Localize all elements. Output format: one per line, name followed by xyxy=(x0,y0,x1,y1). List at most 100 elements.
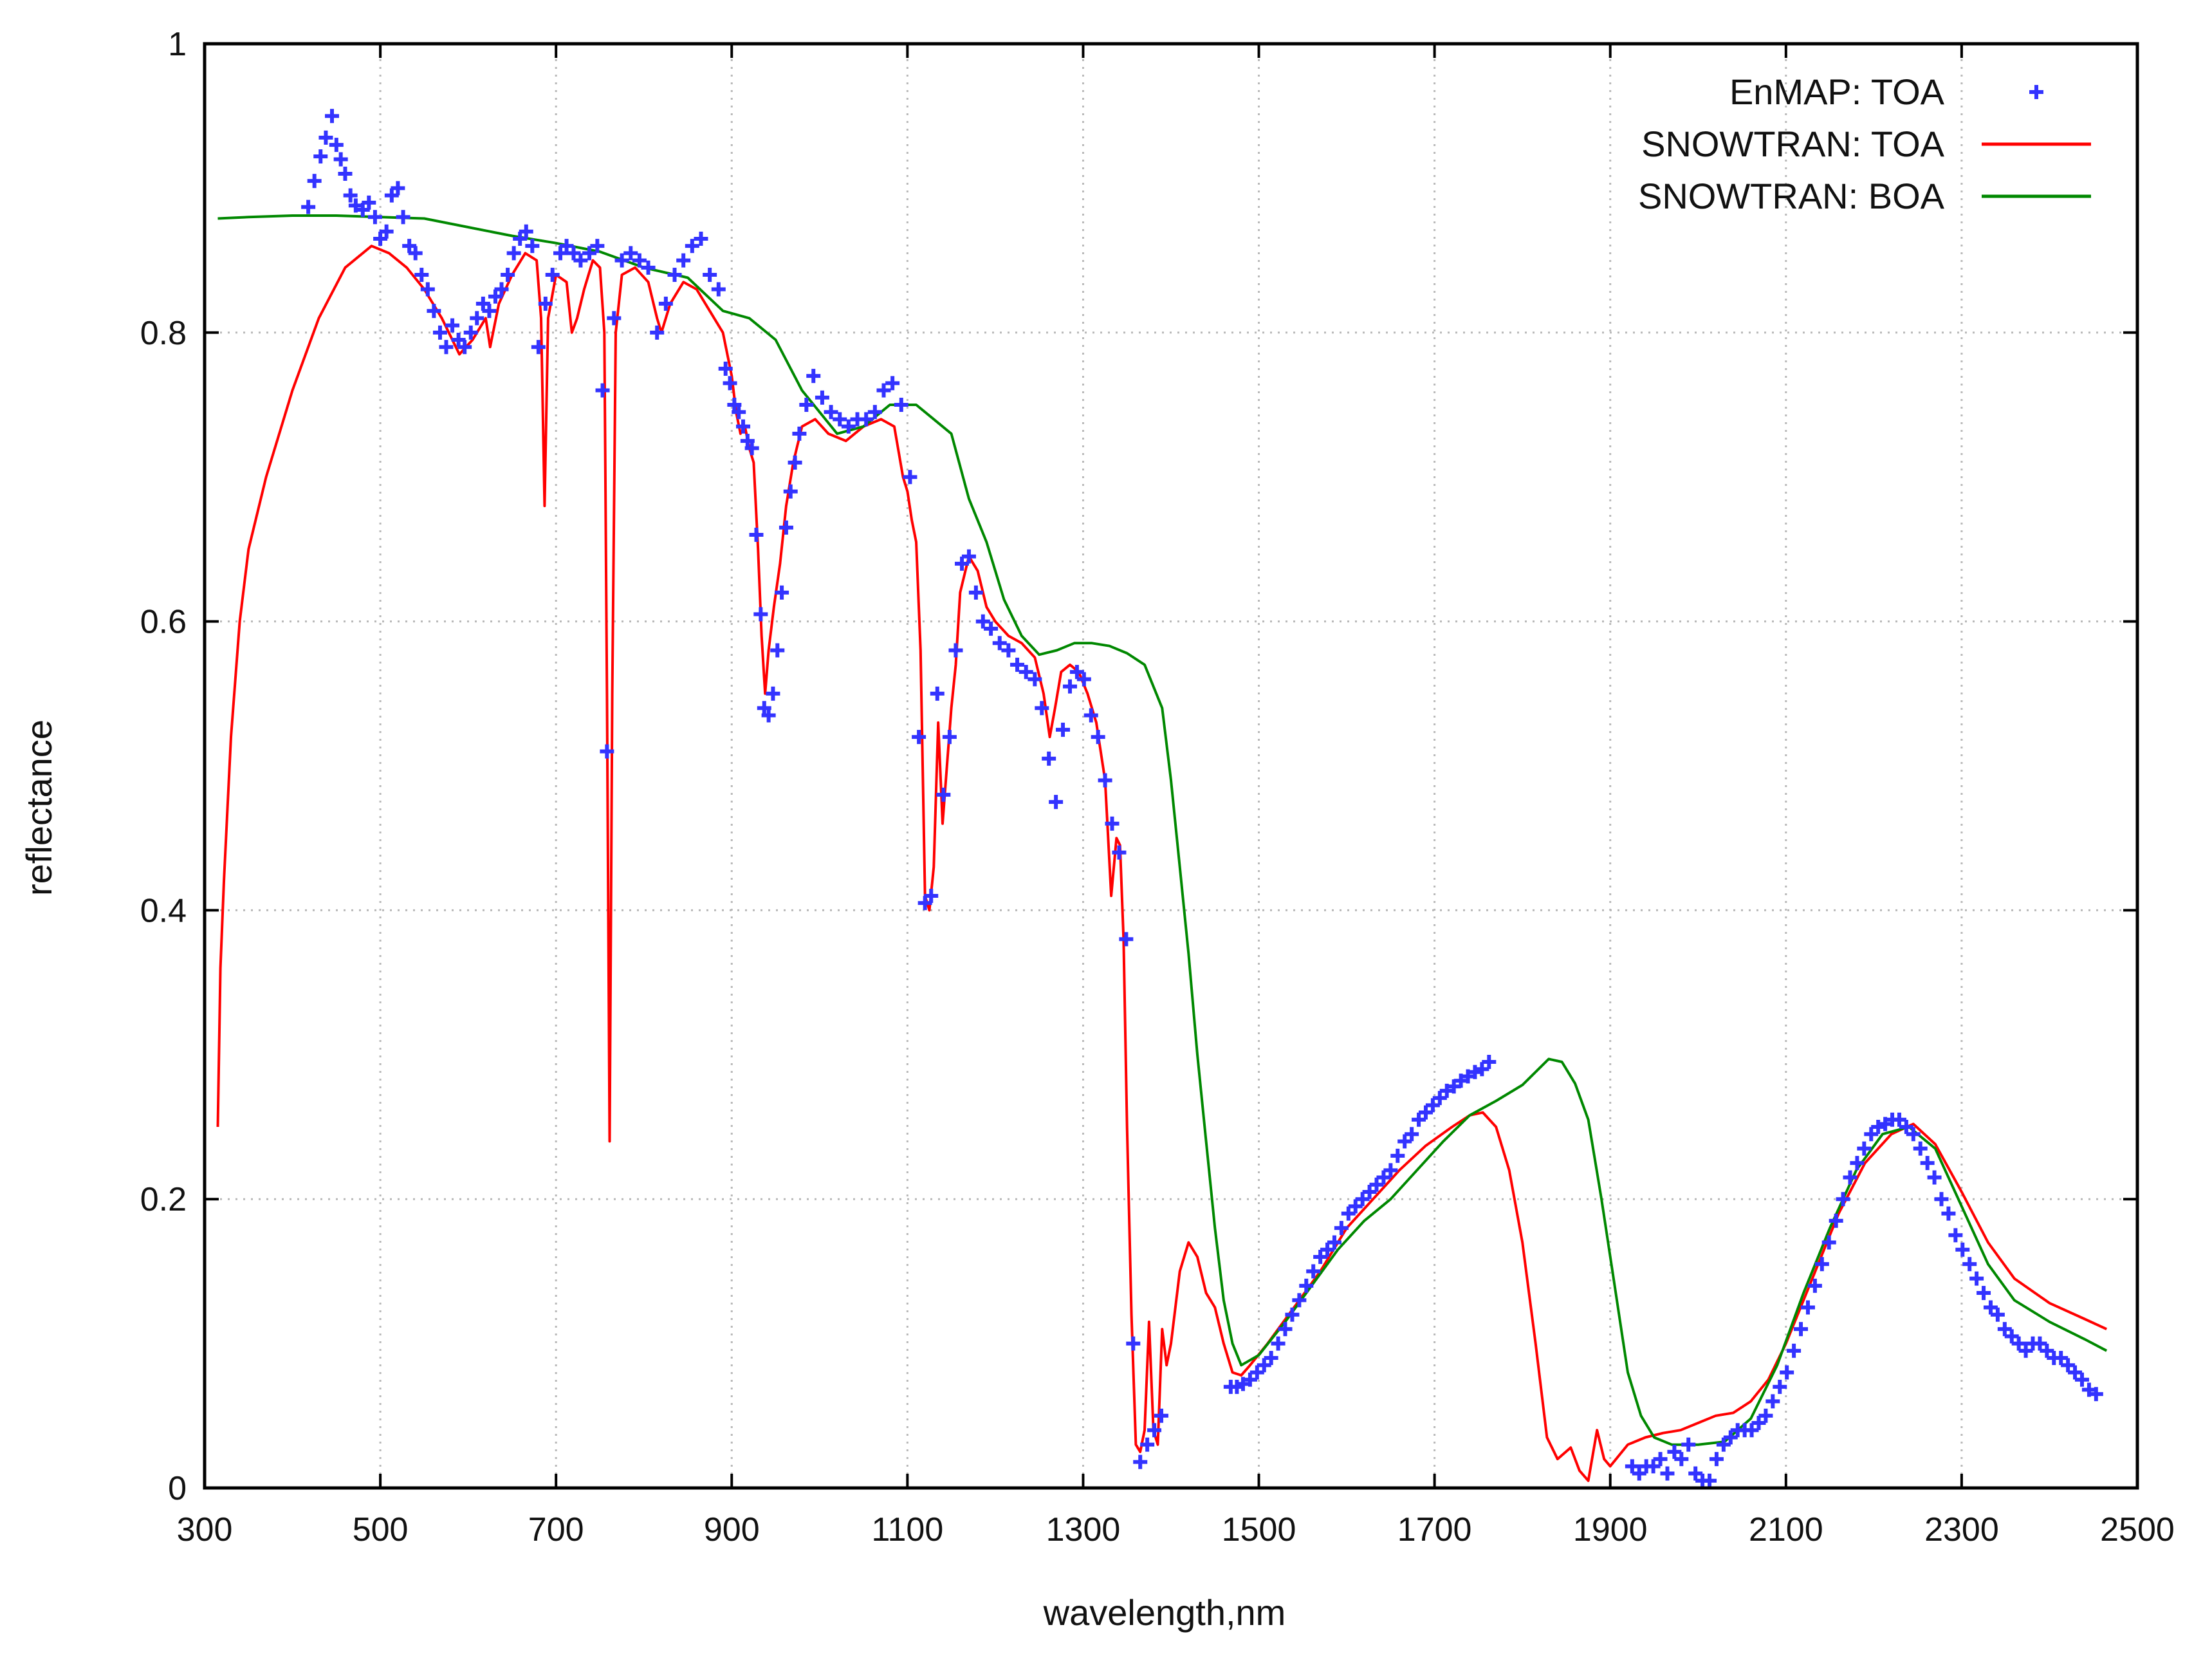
data-point xyxy=(614,253,629,268)
y-tick-label: 0.8 xyxy=(140,315,187,352)
data-point xyxy=(1744,1423,1759,1438)
data-point xyxy=(876,383,891,398)
x-tick-label: 1900 xyxy=(1573,1511,1648,1548)
data-point xyxy=(307,174,322,189)
data-point xyxy=(1723,1430,1738,1445)
data-point xyxy=(367,210,382,225)
data-point xyxy=(408,246,423,261)
data-point xyxy=(775,585,789,600)
data-point xyxy=(975,614,990,629)
data-point xyxy=(566,246,581,261)
data-point xyxy=(736,419,751,434)
data-point xyxy=(1997,1322,2012,1337)
data-point xyxy=(463,325,478,340)
data-point xyxy=(595,383,610,398)
data-point xyxy=(414,268,429,283)
data-point xyxy=(1857,1141,1872,1156)
x-tick-label: 1700 xyxy=(1397,1511,1472,1548)
data-point xyxy=(1814,1257,1829,1272)
data-point xyxy=(1475,1062,1489,1077)
data-point xyxy=(718,361,733,376)
legend-label: EnMAP: TOA xyxy=(1729,71,1945,112)
data-point xyxy=(1892,1112,1906,1127)
grid xyxy=(205,44,2137,1488)
data-point xyxy=(590,239,605,254)
data-point xyxy=(1667,1444,1682,1459)
data-point xyxy=(783,484,798,499)
data-point xyxy=(1807,1278,1822,1293)
data-point xyxy=(1405,1127,1419,1142)
data-point xyxy=(1821,1235,1836,1250)
data-point xyxy=(338,166,353,181)
data-point xyxy=(1864,1127,1879,1142)
data-point xyxy=(488,289,502,304)
data-point xyxy=(506,246,521,261)
data-point xyxy=(1249,1365,1264,1380)
x-tick-label: 1300 xyxy=(1046,1511,1121,1548)
data-point xyxy=(744,441,759,456)
data-point xyxy=(1977,1286,1991,1301)
data-point xyxy=(2040,1343,2054,1358)
x-tick-label: 300 xyxy=(177,1511,233,1548)
data-point xyxy=(1397,1134,1412,1149)
data-point xyxy=(757,701,771,716)
data-point xyxy=(779,520,793,535)
data-point xyxy=(1702,1473,1717,1488)
data-point xyxy=(1285,1307,1300,1322)
data-point xyxy=(427,304,441,319)
data-point xyxy=(525,239,540,254)
data-point xyxy=(439,340,454,355)
data-point xyxy=(1313,1249,1328,1264)
data-point xyxy=(1829,1213,1843,1228)
data-point xyxy=(513,231,528,246)
data-point xyxy=(373,231,388,246)
legend-swatch xyxy=(2029,85,2043,99)
legend-item: EnMAP: TOA xyxy=(1729,71,2043,112)
data-point xyxy=(1773,1379,1787,1394)
data-point xyxy=(740,434,755,449)
data-point xyxy=(1482,1055,1497,1070)
data-point xyxy=(1056,722,1071,737)
data-point xyxy=(1646,1459,1661,1474)
data-point xyxy=(1348,1199,1363,1214)
data-point xyxy=(1299,1278,1314,1293)
data-point xyxy=(761,708,776,723)
data-point xyxy=(1334,1221,1349,1236)
data-point xyxy=(432,325,447,340)
x-tick-label: 1100 xyxy=(871,1511,943,1548)
data-point xyxy=(384,188,399,203)
plot-frame xyxy=(203,42,2139,1490)
data-point xyxy=(770,643,785,658)
data-point xyxy=(538,296,553,311)
data-point xyxy=(1983,1300,1998,1315)
data-point xyxy=(559,239,574,254)
data-point xyxy=(379,224,394,239)
data-point xyxy=(1716,1437,1731,1452)
x-tick-label: 2500 xyxy=(2100,1511,2175,1548)
data-point xyxy=(917,896,932,911)
data-point xyxy=(1028,672,1042,687)
data-point xyxy=(531,340,546,355)
data-point xyxy=(1899,1120,1913,1134)
series-line-snowtran-toa xyxy=(216,245,2108,1482)
data-point xyxy=(1941,1206,1956,1221)
data-point xyxy=(1001,643,1016,658)
axis-ticks xyxy=(203,42,2139,1489)
data-point xyxy=(1278,1322,1293,1337)
data-point xyxy=(582,246,597,261)
x-tick-label: 700 xyxy=(528,1511,584,1548)
legend-label: SNOWTRAN: TOA xyxy=(1641,124,1945,164)
data-point xyxy=(658,296,673,311)
data-point xyxy=(1906,1127,1921,1142)
data-point xyxy=(2068,1365,2083,1380)
x-tick-label: 1500 xyxy=(1222,1511,1296,1548)
data-point xyxy=(885,376,900,391)
data-point xyxy=(694,231,708,246)
data-point xyxy=(2011,1336,2026,1351)
data-point xyxy=(1674,1452,1689,1467)
data-point xyxy=(1154,1408,1168,1423)
data-point xyxy=(1660,1466,1675,1481)
data-point xyxy=(333,152,348,167)
data-point xyxy=(676,253,691,268)
data-point xyxy=(470,311,484,326)
